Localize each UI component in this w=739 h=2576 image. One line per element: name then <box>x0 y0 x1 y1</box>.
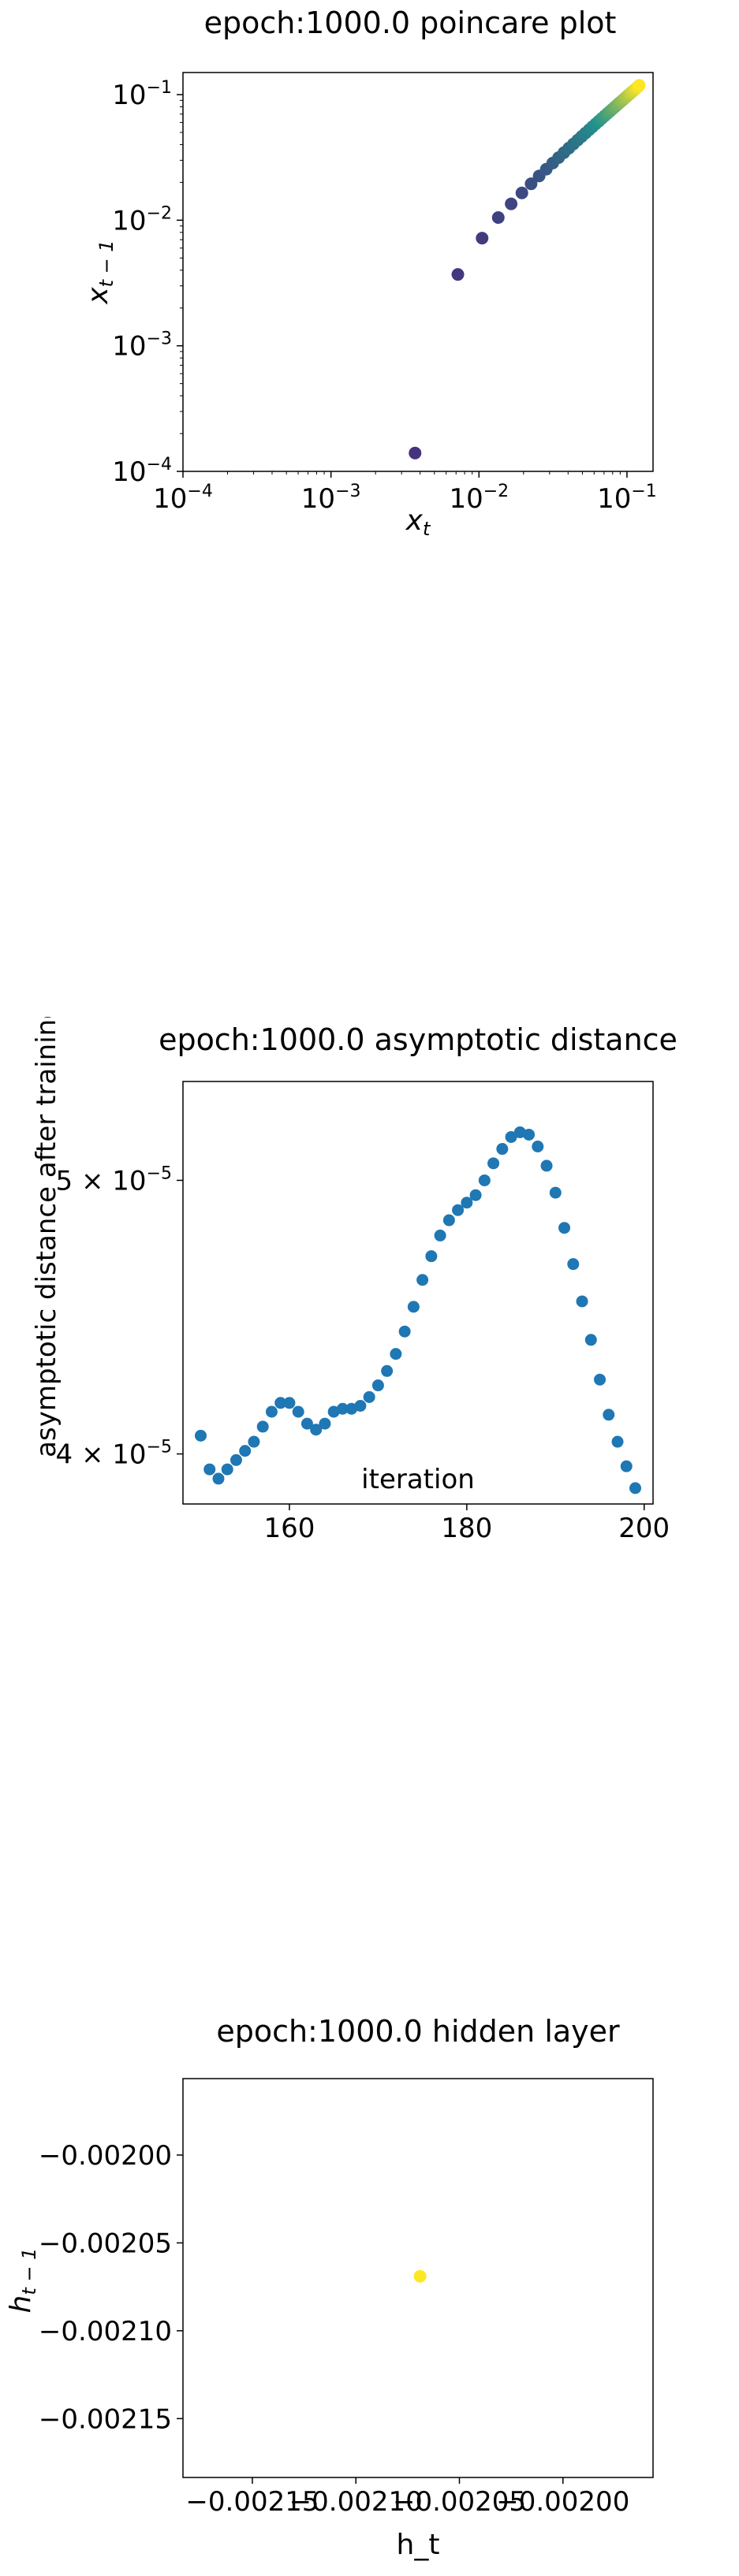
scatter-point <box>371 1379 384 1392</box>
scatter-point <box>633 79 646 92</box>
scatter-point <box>319 1417 331 1430</box>
x-tick-label: −0.00215 <box>185 2486 319 2518</box>
scatter-point <box>496 1143 509 1156</box>
poincare-figure: epoch:1000.0 poincare plot 10−4 10−4 10−3 1… <box>0 0 739 599</box>
scatter-point <box>629 1482 642 1495</box>
scatter-point <box>265 1405 278 1418</box>
scatter-point <box>515 186 528 199</box>
plot-area <box>182 2078 654 2478</box>
y-tick-label: −0.00200 <box>39 2140 172 2172</box>
hidden-layer-figure: epoch:1000.0 hidden layer −0.00215 −0.002… <box>0 2010 739 2576</box>
scatter-point <box>451 268 465 281</box>
scatter-point <box>611 1435 624 1448</box>
x-tick-label: −0.00200 <box>496 2486 629 2518</box>
asymptotic-distance-chart: epoch:1000.0 asymptotic distance 160 180 2… <box>31 1017 677 1544</box>
y-tick-label: 5 × 10−5 <box>56 1163 172 1197</box>
scatter-point <box>239 1445 252 1457</box>
scatter-point <box>283 1397 296 1409</box>
scatter-point <box>549 1186 562 1199</box>
y-tick-label: −0.00215 <box>39 2403 172 2435</box>
scatter-point <box>584 1334 597 1346</box>
chart-title: epoch:1000.0 hidden layer <box>216 2014 620 2049</box>
scatter-point <box>221 1463 233 1476</box>
y-tick-label: 10−4 <box>112 455 172 488</box>
y-tick-label: −0.00205 <box>39 2228 172 2259</box>
scatter-point <box>230 1454 242 1466</box>
scatter-point <box>478 1174 491 1186</box>
scatter-point <box>452 1204 465 1216</box>
scatter-point <box>425 1250 438 1263</box>
scatter-point <box>567 1258 580 1271</box>
plot-area <box>182 72 654 472</box>
scatter-point <box>310 1424 323 1436</box>
scatter-point <box>336 1402 349 1415</box>
chart-title: epoch:1000.0 poincare plot <box>204 6 617 40</box>
x-tick-label: 180 <box>441 1513 492 1544</box>
scatter-point <box>523 1128 536 1141</box>
scatter-point <box>487 1157 500 1170</box>
scatter-point <box>248 1435 260 1448</box>
y-tick-label: 10−2 <box>112 203 172 236</box>
x-tick-label: 200 <box>618 1513 670 1544</box>
scatter-point <box>390 1348 402 1361</box>
scatter-point <box>256 1420 269 1433</box>
scatter-point <box>603 1409 615 1421</box>
scatter-point <box>532 1140 544 1152</box>
x-axis-label: h_t <box>397 2529 440 2561</box>
y-tick-label: 4 × 10−5 <box>56 1438 172 1471</box>
y-axis-label: asymptotic distance after training <box>31 1017 62 1457</box>
asymptotic-distance-figure: epoch:1000.0 asymptotic distance 160 180 2… <box>0 1017 739 1584</box>
scatter-point <box>505 197 518 210</box>
x-tick-label: 10−4 <box>153 482 213 515</box>
scatter-point <box>491 210 505 224</box>
scatter-point <box>407 1301 420 1313</box>
scatter-point <box>381 1364 394 1377</box>
y-tick-label: 10−3 <box>112 329 172 363</box>
scatter-point <box>558 1222 571 1234</box>
scatter-point <box>292 1405 304 1418</box>
x-tick-label: 10−1 <box>597 482 657 515</box>
scatter-point <box>524 177 538 191</box>
x-tick-label: 10−2 <box>449 482 509 515</box>
scatter-point <box>398 1325 411 1338</box>
scatter-point <box>594 1373 607 1386</box>
scatter-point <box>413 2269 427 2283</box>
scatter-point <box>442 1214 455 1227</box>
scatter-point <box>461 1197 473 1209</box>
scatter-point <box>409 446 422 460</box>
scatter-point <box>194 1429 207 1442</box>
y-axis-label: ht − 1 <box>5 2248 40 2314</box>
scatter-point <box>416 1274 429 1286</box>
scatter-point <box>476 232 489 245</box>
scatter-point <box>203 1463 216 1476</box>
x-axis-label: iteration <box>361 1464 475 1495</box>
scatter-point <box>620 1460 633 1472</box>
scatter-point <box>434 1229 446 1241</box>
scatter-point <box>363 1390 375 1403</box>
scatter-point <box>576 1295 588 1308</box>
y-tick-label: 10−1 <box>112 78 172 111</box>
scatter-point <box>505 1130 517 1143</box>
x-axis-label: xt <box>405 504 431 540</box>
scatter-point <box>274 1397 287 1409</box>
x-tick-label: 160 <box>263 1513 315 1544</box>
poincare-chart: epoch:1000.0 poincare plot 10−410−4 10−3 1… <box>82 6 657 540</box>
x-tick-label: −0.00210 <box>289 2486 423 2518</box>
scatter-point <box>513 1126 526 1138</box>
y-axis-label: xt − 1 <box>82 240 118 304</box>
hidden-layer-chart: epoch:1000.0 hidden layer −0.00215−0.002… <box>5 2014 654 2561</box>
scatter-point <box>212 1472 225 1485</box>
chart-title: epoch:1000.0 asymptotic distance <box>159 1022 677 1057</box>
scatter-point <box>354 1400 367 1413</box>
x-tick-label: 10−3 <box>301 482 361 515</box>
plot-area <box>182 1081 654 1505</box>
scatter-point <box>469 1189 482 1201</box>
y-tick-label: −0.00210 <box>39 2316 172 2347</box>
scatter-point <box>300 1417 313 1430</box>
scatter-point <box>540 1160 553 1172</box>
x-tick-label: −0.00205 <box>393 2486 526 2518</box>
